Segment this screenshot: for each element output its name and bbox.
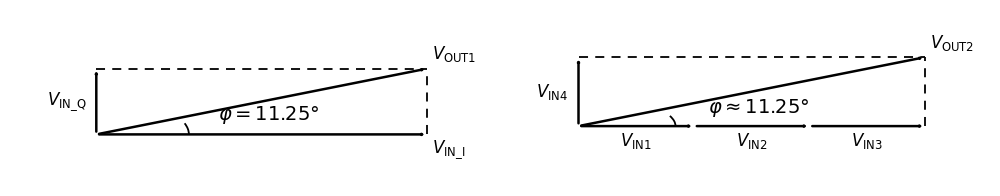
Text: $\varphi \approx 11.25°$: $\varphi \approx 11.25°$ [708,97,809,119]
Text: $V_{\mathrm{IN1}}$: $V_{\mathrm{IN1}}$ [620,131,652,151]
Text: $V_{\mathrm{IN4}}$: $V_{\mathrm{IN4}}$ [536,82,568,102]
Text: $V_{\mathrm{OUT1}}$: $V_{\mathrm{OUT1}}$ [432,44,476,64]
Text: $V_{\mathrm{IN\_I}}$: $V_{\mathrm{IN\_I}}$ [432,139,466,161]
Text: $V_{\mathrm{IN3}}$: $V_{\mathrm{IN3}}$ [851,131,883,151]
Text: $V_{\mathrm{IN2}}$: $V_{\mathrm{IN2}}$ [736,131,768,151]
Text: $V_{\mathrm{OUT2}}$: $V_{\mathrm{OUT2}}$ [930,33,974,53]
Text: $\varphi = 11.25°$: $\varphi = 11.25°$ [218,104,319,126]
Text: $V_{\mathrm{IN\_Q}}$: $V_{\mathrm{IN\_Q}}$ [47,90,86,113]
